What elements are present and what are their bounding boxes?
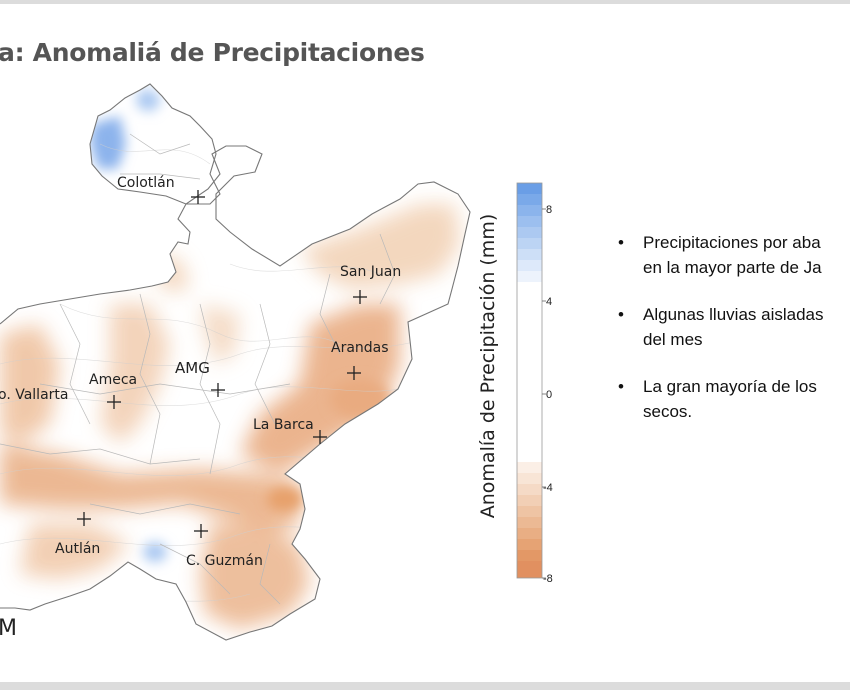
bullet-item: Algunas lluvias aisladas del mes (618, 302, 850, 352)
city-label: Autlán (55, 541, 100, 557)
state-fill (0, 84, 470, 640)
city-label: Ameca (89, 372, 137, 388)
city-arandas: Arandas (331, 340, 389, 380)
city-autlan: Autlán (55, 512, 100, 557)
city-label: C. Guzmán (186, 553, 263, 569)
city-label: Colotlán (117, 175, 175, 191)
colorbar-tick: -4 (543, 482, 553, 494)
bullet-item: La gran mayoría de los secos. (618, 374, 850, 424)
precipitation-anomaly-map: Colotlán San Juan Arandas AMG Ameca o. V… (0, 83, 553, 641)
city-label: La Barca (253, 417, 314, 433)
city-amg: AMG (175, 359, 225, 397)
city-c-guzman: C. Guzmán (186, 524, 263, 569)
city-colotlan: Colotlán (117, 175, 205, 204)
city-label: AMG (175, 359, 210, 377)
city-label: San Juan (340, 264, 401, 280)
colorbar-tick: -8 (543, 573, 553, 585)
bullet-list: Precipitaciones por aba en la mayor part… (618, 230, 850, 446)
colorbar-tick: 0 (546, 389, 552, 401)
city-label: Arandas (331, 340, 389, 356)
colorbar-tick: 4 (546, 296, 552, 308)
source-label: M (0, 616, 17, 641)
city-label: o. Vallarta (0, 387, 68, 403)
colorbar-tick: 8 (546, 204, 552, 216)
slide-title: a: Anomaliá de Precipitaciones (0, 38, 425, 67)
city-ameca: Ameca (89, 372, 137, 409)
city-vallarta: o. Vallarta (0, 387, 68, 403)
colorbar: 8 4 0 -4 -8 (516, 182, 553, 585)
city-san-juan: San Juan (340, 264, 401, 304)
bullet-item: Precipitaciones por aba en la mayor part… (618, 230, 850, 280)
colorbar-title: Anomalía de Precipitación (mm) (477, 213, 499, 519)
slide: a: Anomaliá de Precipitaciones (0, 4, 850, 682)
city-la-barca: La Barca (253, 417, 327, 444)
